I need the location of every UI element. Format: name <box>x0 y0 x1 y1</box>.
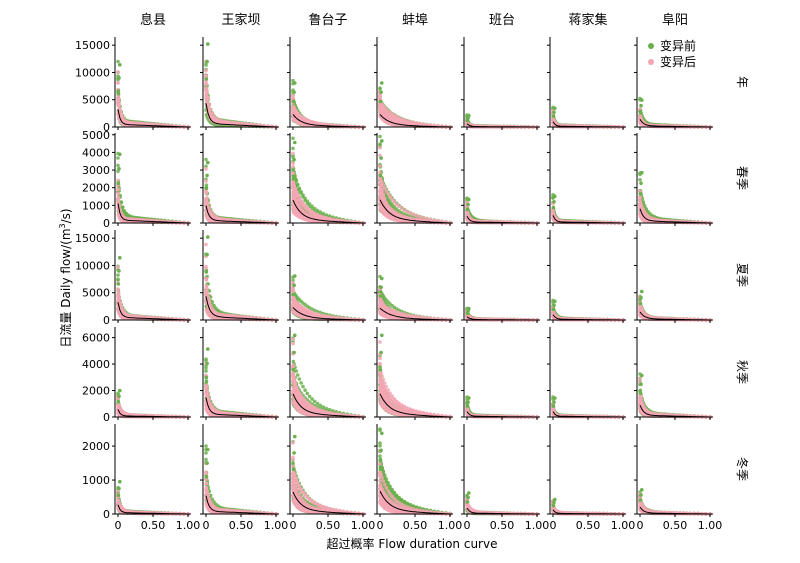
panel <box>200 133 279 226</box>
post-change-points <box>204 180 208 184</box>
y-tick-label: 10000 <box>75 66 110 79</box>
post-change-points <box>204 69 208 73</box>
post-change-points <box>406 120 410 124</box>
pre-change-points <box>204 158 208 162</box>
pre-change-point <box>206 42 210 46</box>
post-change-points <box>412 122 416 126</box>
post-change-points <box>205 86 209 90</box>
post-change-points <box>117 99 121 103</box>
y-tick-label: 5000 <box>82 94 110 107</box>
post-change-points <box>291 95 295 99</box>
station-title: 鲁台子 <box>308 13 347 28</box>
pre-change-point <box>205 60 209 64</box>
pre-change-points <box>116 60 120 64</box>
season-label: 冬季 <box>735 457 750 481</box>
station-title: 蒋家集 <box>568 12 607 28</box>
y-tick-label: 3000 <box>82 164 110 177</box>
post-change-points <box>205 83 209 87</box>
pre-change-point <box>640 98 644 102</box>
pre-change-point <box>118 63 122 67</box>
panel: 0 1000 2000 3000 4000 5000 <box>82 129 191 230</box>
post-change-points <box>204 167 208 171</box>
post-change-points <box>117 195 121 199</box>
post-change-points <box>116 192 120 196</box>
pre-change-point <box>379 90 383 94</box>
post-change-points <box>205 92 209 96</box>
pre-change-point <box>380 81 384 85</box>
station-title: 蚌埠 <box>402 13 428 28</box>
pre-change-point <box>117 76 121 80</box>
y-tick-label: 15000 <box>75 39 110 52</box>
post-change-points <box>205 95 209 99</box>
pre-change-point <box>292 100 296 104</box>
post-change-points <box>116 188 120 192</box>
pre-change-point <box>205 77 209 81</box>
pre-change-point <box>639 104 643 108</box>
pre-change-points <box>301 193 305 197</box>
pre-change-points <box>116 156 120 160</box>
y-tick-label: 0 <box>103 217 110 230</box>
y-tick-label: 4000 <box>82 146 110 159</box>
station-titles: 息县 王家坝 鲁台子 蚌埠 班台 蒋家集 阜阳 <box>140 12 688 28</box>
station-title: 息县 <box>140 12 166 28</box>
post-change-points <box>204 73 208 77</box>
post-change-points <box>205 199 209 203</box>
post-change-points <box>117 104 121 108</box>
pre-change-point <box>552 111 556 115</box>
pre-change-point <box>205 174 209 178</box>
post-change-points <box>378 95 382 99</box>
panel <box>200 37 279 130</box>
y-tick-label: 5000 <box>82 129 110 142</box>
pre-change-point <box>292 90 296 94</box>
pre-change-points <box>299 190 303 194</box>
panel <box>547 37 626 130</box>
pre-change-point <box>117 181 121 185</box>
post-change-points <box>415 122 419 126</box>
pre-change-points <box>116 164 120 168</box>
pre-change-point <box>117 89 121 93</box>
post-change-points <box>116 70 120 74</box>
panel <box>374 37 453 130</box>
panels: 0500010000150000100020003000400050000500… <box>75 37 722 532</box>
pre-change-point <box>639 110 643 114</box>
y-tick-label: 2000 <box>82 182 110 195</box>
pre-change-point <box>379 100 383 104</box>
pre-change-points <box>303 197 307 201</box>
pre-change-point <box>552 114 556 118</box>
pre-change-point <box>205 186 209 190</box>
season-label: 秋季 <box>735 360 749 384</box>
pre-change-point <box>467 114 471 118</box>
panel <box>287 37 366 130</box>
pre-change-point <box>293 81 297 85</box>
panel <box>287 133 366 226</box>
pre-change-point <box>117 167 121 171</box>
y-tick-label: 1000 <box>82 199 110 212</box>
post-change-points <box>116 81 120 85</box>
station-title: 班台 <box>489 13 515 28</box>
season-label: 夏季 <box>735 263 749 287</box>
post-change-points <box>409 121 413 125</box>
pre-change-points <box>322 212 326 216</box>
season-label: 春季 <box>735 166 749 190</box>
season-label: 年 <box>735 76 749 88</box>
pre-change-points <box>291 137 295 141</box>
station-title: 阜阳 <box>662 12 688 28</box>
panel <box>461 37 540 130</box>
station-title: 王家坝 <box>221 12 260 28</box>
pre-change-point <box>118 153 122 157</box>
pre-change-point <box>553 107 557 111</box>
pre-change-point <box>206 161 210 165</box>
pre-change-points <box>291 147 295 151</box>
